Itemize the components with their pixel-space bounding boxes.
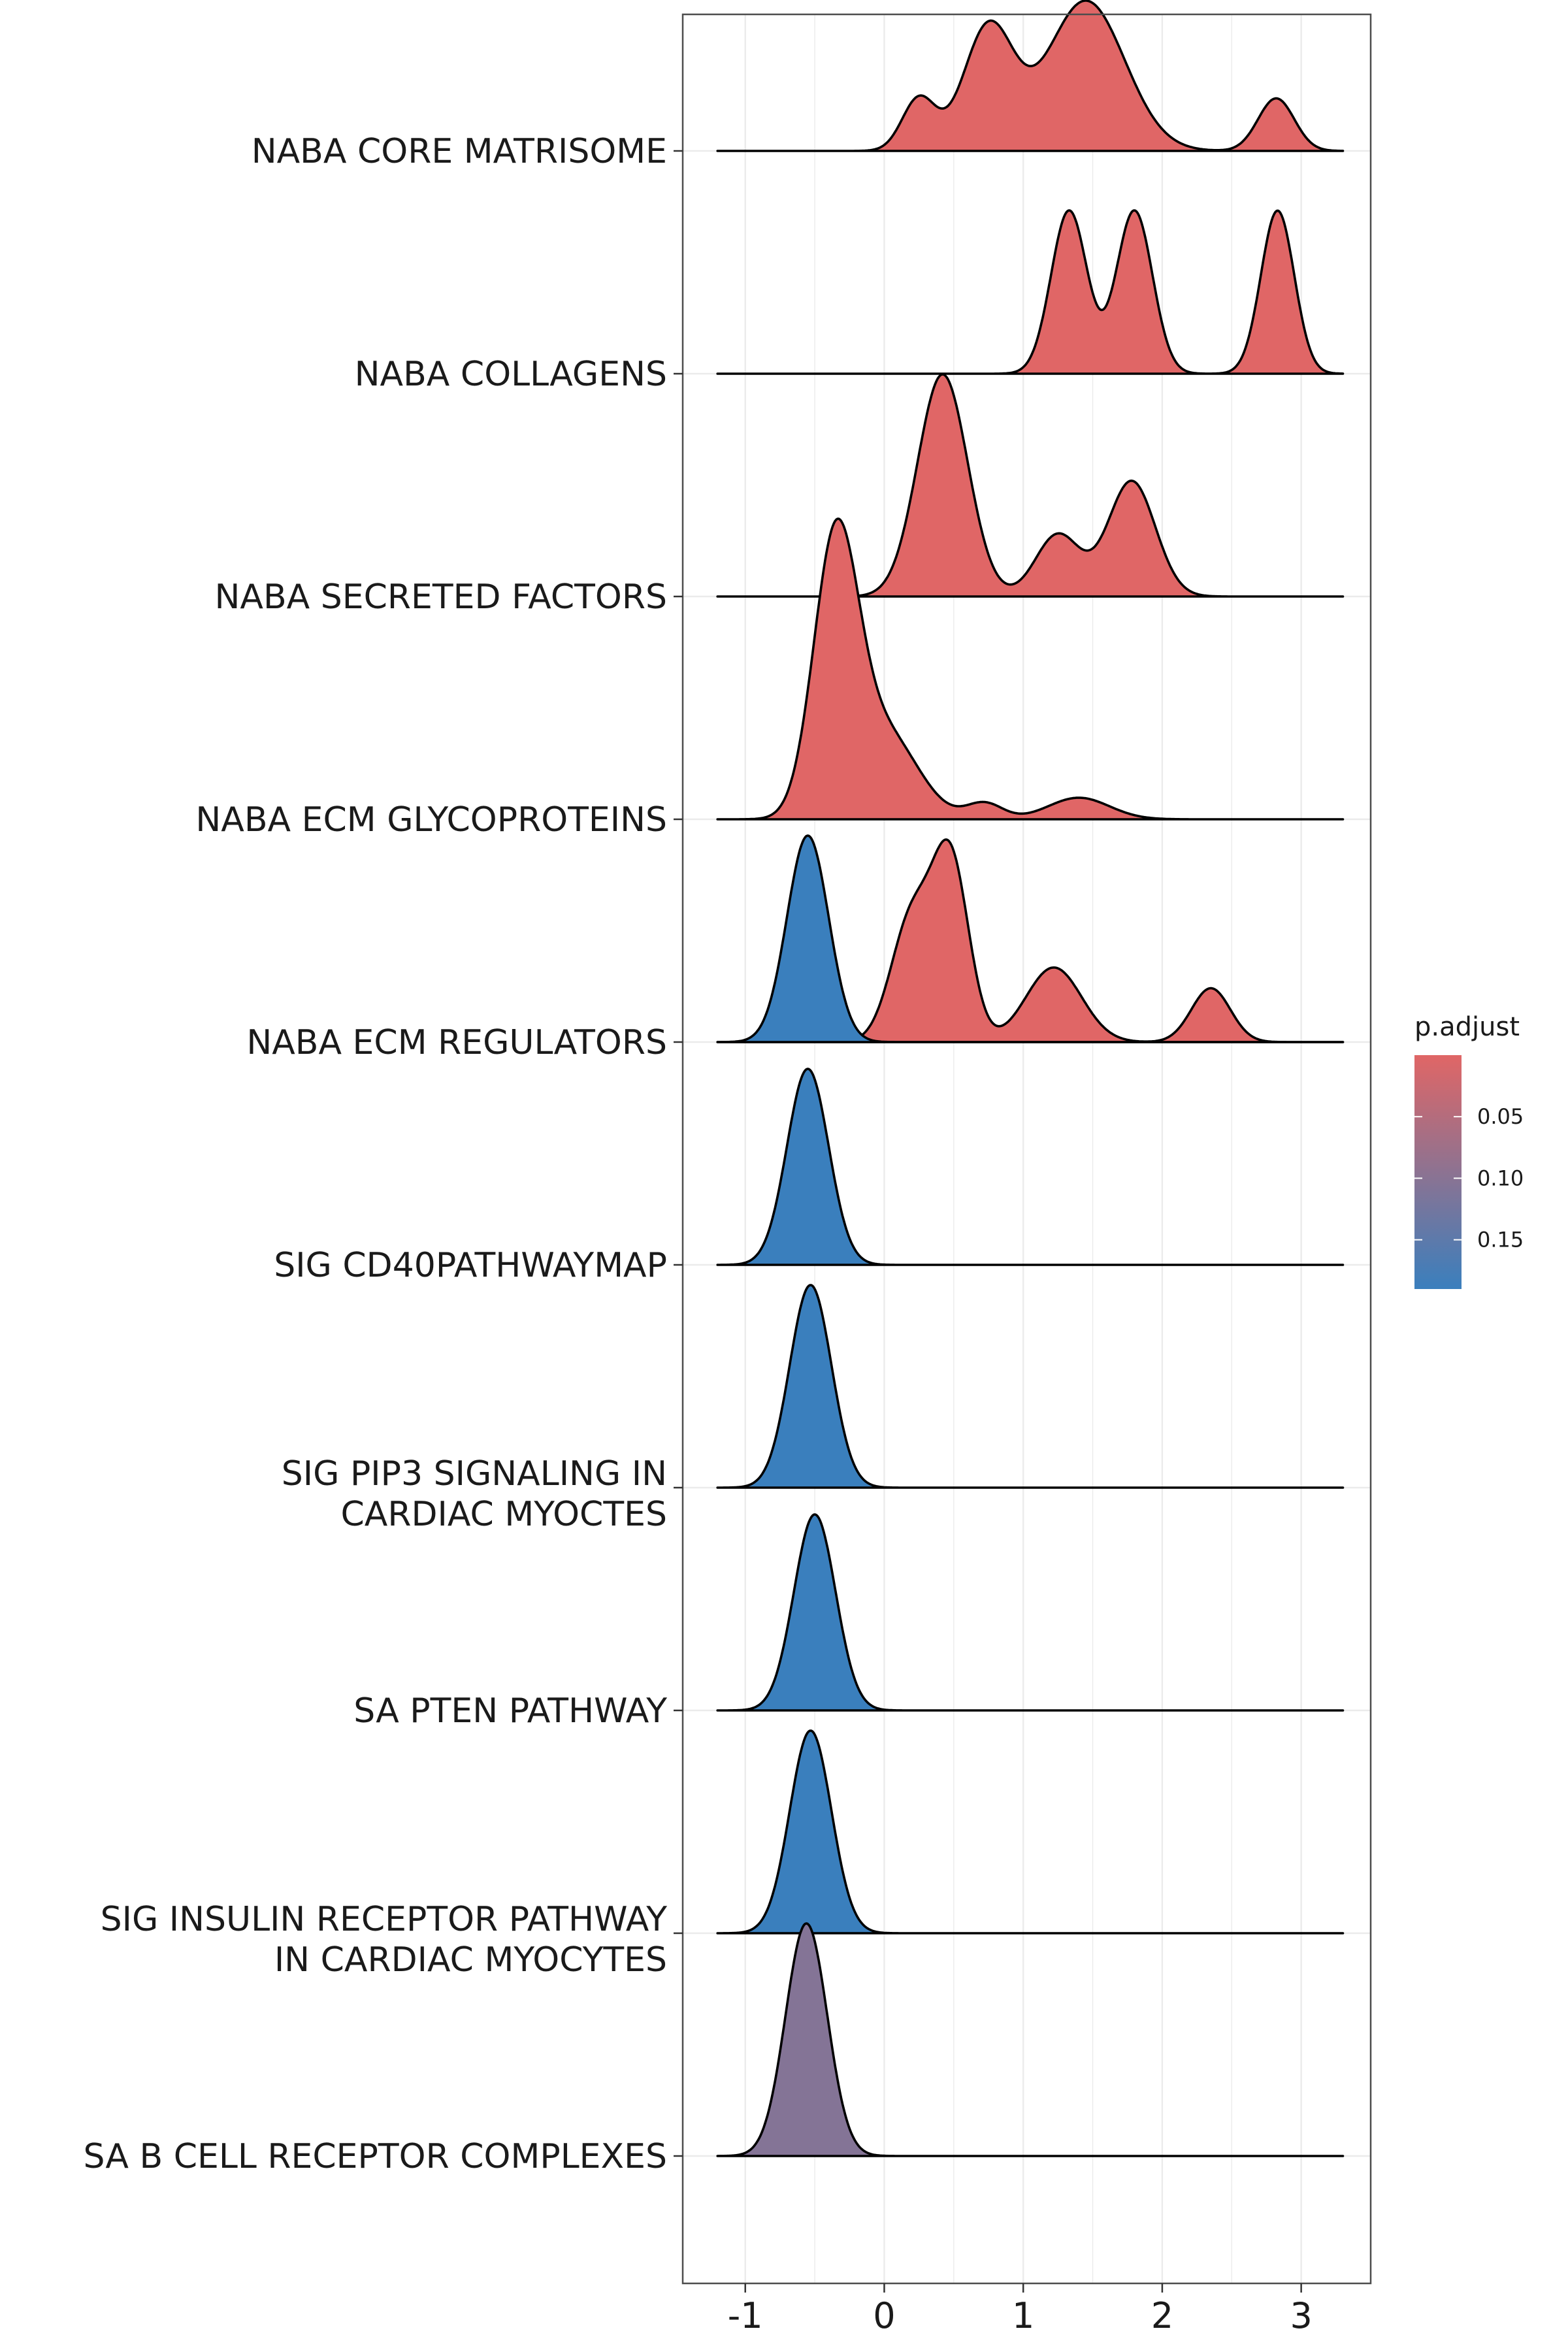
x-tick-label: 3 (1290, 2295, 1312, 2336)
x-tick-label: -1 (728, 2295, 763, 2336)
y-label: NABA COLLAGENS (355, 355, 667, 394)
ridge-density-3 (716, 517, 1345, 821)
y-label: SIG CD40PATHWAYMAP (274, 1246, 667, 1285)
y-label: CARDIAC MYOCTES (340, 1495, 667, 1534)
ridge-density-9 (716, 1729, 1345, 1935)
ridge-density-5 (716, 834, 1345, 1043)
ridge-density-1 (716, 209, 1345, 375)
legend-ticks: 0.05 0.10 0.15 (1414, 1104, 1524, 1252)
ridge-density-7 (716, 1284, 1345, 1489)
ridges (716, 0, 1345, 2157)
panel-border (681, 13, 1372, 2285)
ridge-density-10 (716, 1922, 1345, 2157)
ridge-density-0 (716, 0, 1345, 152)
y-label: NABA ECM GLYCOPROTEINS (195, 800, 667, 840)
y-label: NABA SECRETED FACTORS (214, 578, 667, 617)
legend-title: p.adjust (1414, 1012, 1520, 1042)
y-label: NABA CORE MATRISOME (252, 132, 667, 171)
ridge-density-6 (716, 1068, 1345, 1266)
x-tick-label: 2 (1151, 2295, 1173, 2336)
y-label: SIG INSULIN RECEPTOR PATHWAY (101, 1900, 668, 1939)
x-axis: -1 0 1 2 3 (728, 2283, 1313, 2336)
legend-tick-label: 0.05 (1477, 1104, 1524, 1129)
x-tick-label: 1 (1012, 2295, 1034, 2336)
y-label: NABA ECM REGULATORS (246, 1023, 667, 1062)
legend-colorbar (1414, 1055, 1462, 1289)
y-axis-labels: NABA CORE MATRISOME NABA COLLAGENS NABA SE… (83, 132, 683, 2176)
ridge-density-8 (716, 1513, 1345, 1712)
legend: p.adjust 0.05 0.10 0.15 (1414, 1012, 1524, 1289)
x-tick-label: 0 (873, 2295, 895, 2336)
y-label: SA B CELL RECEPTOR COMPLEXES (83, 2137, 667, 2176)
legend-tick-label: 0.10 (1477, 1166, 1524, 1190)
y-label: SIG PIP3 SIGNALING IN (282, 1454, 667, 1494)
y-label: SA PTEN PATHWAY (353, 1691, 667, 1731)
legend-tick-label: 0.15 (1477, 1228, 1524, 1252)
y-label: IN CARDIAC MYOCYTES (274, 1940, 667, 1980)
